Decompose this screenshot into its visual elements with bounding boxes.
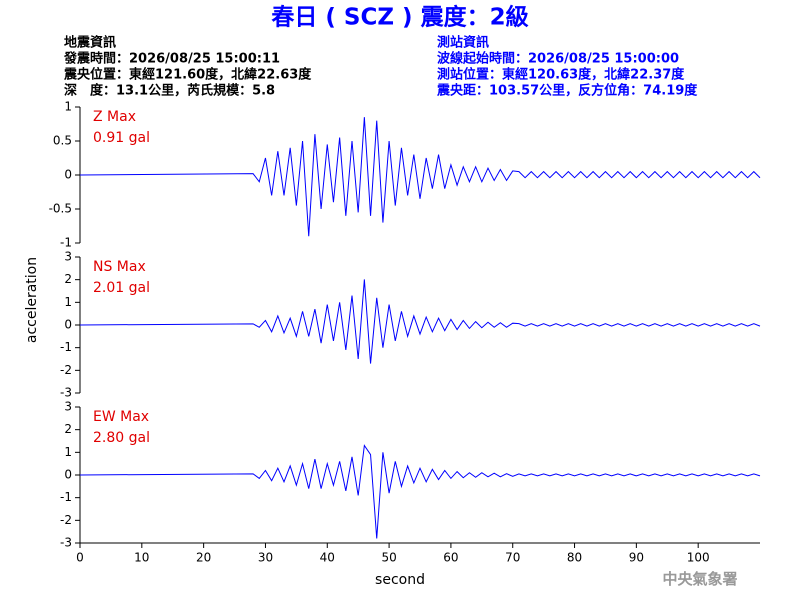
y-tick-label: 3 [64,250,72,264]
y-tick-label: 0.5 [53,134,72,148]
info-line: 發震時間：2026/08/25 15:00:11 [63,51,280,67]
y-tick-label: -2 [60,513,72,527]
x-tick-label: 40 [320,551,335,565]
footer: 中央氣象署 [662,570,737,588]
waveform [79,279,761,364]
annotation: NS Max [93,259,146,275]
annotation: 2.01 gal [93,280,150,296]
x-tick-label: 100 [687,551,710,565]
station-line: 波線起始時間：2026/08/25 15:00:00 [437,51,679,67]
y-axis-label: acceleration [24,257,40,343]
y-tick-label: 0 [64,318,72,332]
y-tick-label: -0.5 [49,202,72,216]
y-tick-label: 0 [64,168,72,182]
annotation: EW Max [93,409,149,425]
y-tick-label: -1 [60,490,72,504]
x-tick-label: 30 [258,551,273,565]
x-tick-label: 60 [443,551,458,565]
waveform [79,444,761,539]
y-tick-label: -3 [60,536,72,550]
station-line: 震央距：103.57公里，反方位角：74.19度 [436,83,698,99]
y-tick-label: 1 [64,295,72,309]
y-tick-label: -1 [60,340,72,354]
y-tick-label: 3 [64,400,72,414]
y-tick-label: -1 [60,236,72,250]
annotation: Z Max [93,109,136,125]
x-tick-label: 20 [196,551,211,565]
x-tick-label: 0 [76,551,84,565]
annotation: 2.80 gal [93,430,150,446]
y-tick-label: -2 [60,363,72,377]
y-tick-label: 2 [64,272,72,286]
station-line: 測站位置：東經120.63度，北緯22.37度 [437,67,685,83]
info-line: 深 度：13.1公里，芮氏規模：5.8 [64,83,275,99]
info-line: 地震資訊 [64,35,116,51]
y-tick-label: 0 [64,468,72,482]
x-tick-label: 10 [134,551,149,565]
y-tick-label: 1 [64,100,72,114]
x-tick-label: 70 [505,551,520,565]
y-tick-label: -3 [60,386,72,400]
y-tick-label: 1 [64,445,72,459]
info-line: 震央位置：東經121.60度，北緯22.63度 [63,67,312,83]
waveform [79,117,761,237]
chart-title: 春日 ( SCZ ) 震度：2級 [270,4,528,31]
x-tick-label: 80 [567,551,582,565]
x-axis-label: second [375,572,425,588]
x-tick-label: 90 [629,551,644,565]
x-tick-label: 50 [381,551,396,565]
annotation: 0.91 gal [93,130,150,146]
y-tick-label: 2 [64,422,72,436]
station-line: 測站資訊 [437,35,489,51]
